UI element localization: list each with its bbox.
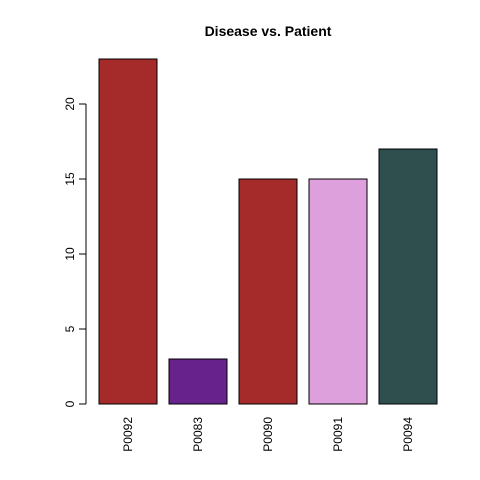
bar-p0090 — [238, 178, 298, 405]
bar-p0091 — [308, 178, 368, 405]
y-tick-label: 5 — [63, 325, 77, 332]
y-tick-label: 15 — [63, 172, 77, 186]
x-tick-label: P0092 — [121, 417, 135, 452]
bar-p0094 — [378, 148, 438, 405]
x-tick-label: P0091 — [331, 417, 345, 452]
chart-title: Disease vs. Patient — [205, 23, 332, 39]
bar-p0083 — [168, 358, 228, 405]
bar-p0092 — [98, 58, 158, 405]
y-tick-label: 10 — [63, 247, 77, 261]
x-axis-labels: P0092 P0083 P0090 P0091 P0094 — [121, 417, 415, 452]
x-tick-label: P0094 — [401, 417, 415, 452]
y-tick-label: 20 — [63, 97, 77, 111]
y-axis: 0 5 10 15 20 — [63, 97, 87, 407]
y-tick-label: 0 — [63, 400, 77, 407]
x-tick-label: P0090 — [261, 417, 275, 452]
x-tick-label: P0083 — [191, 417, 205, 452]
bars-group — [98, 58, 438, 405]
